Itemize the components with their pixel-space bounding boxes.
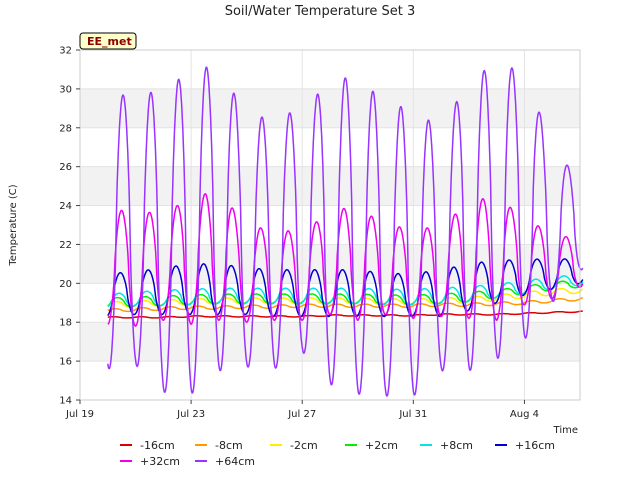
grid-band (80, 244, 580, 284)
legend-label: +64cm (215, 455, 255, 468)
plot-frame (79, 49, 581, 401)
x-tick-label: Jul 31 (398, 409, 427, 420)
legend-label: -8cm (215, 439, 243, 452)
x-axis-label: Time (553, 425, 578, 436)
x-tick-label: Jul 19 (65, 409, 94, 420)
y-tick-label: 24 (59, 201, 72, 212)
x-tick-label: Aug 4 (510, 409, 539, 420)
y-tick-label: 28 (59, 123, 72, 134)
legend-label: -2cm (290, 439, 318, 452)
station-badge-text: EE_met (87, 35, 132, 48)
legend-label: +16cm (515, 439, 555, 452)
y-tick-label: 22 (59, 240, 72, 251)
grid-band (80, 88, 580, 128)
legend-label: -16cm (140, 439, 175, 452)
y-tick-label: 20 (59, 279, 72, 290)
y-axis-label: Temperature (C) (8, 184, 19, 266)
y-tick-label: 18 (59, 318, 72, 329)
legend: -16cm -8cm -2cm +2cm +8cm +16cm +32cm +64cm (120, 439, 555, 468)
x-tick-label: Jul 23 (176, 409, 205, 420)
y-axis: 14 16 18 20 22 24 26 28 30 32 (59, 46, 80, 407)
station-badge: EE_met (79, 32, 137, 50)
grid-band (80, 322, 580, 362)
legend-label: +8cm (440, 439, 473, 452)
x-axis: Jul 19 Jul 23 Jul 27 Jul 31 Aug 4 (65, 400, 539, 420)
plot-background (80, 50, 580, 400)
series-line-plus64cm (107, 66, 584, 397)
y-tick-label: 26 (59, 162, 72, 173)
y-tick-label: 30 (59, 84, 72, 95)
legend-label: +32cm (140, 455, 180, 468)
grid-band (80, 166, 580, 206)
legend-label: +2cm (365, 439, 398, 452)
x-tick-label: Jul 27 (287, 409, 316, 420)
chart-title: Soil/Water Temperature Set 3 (225, 4, 416, 19)
y-tick-label: 14 (59, 396, 72, 407)
series-layer (107, 66, 584, 397)
y-tick-label: 32 (59, 46, 72, 57)
y-tick-label: 16 (59, 357, 72, 368)
